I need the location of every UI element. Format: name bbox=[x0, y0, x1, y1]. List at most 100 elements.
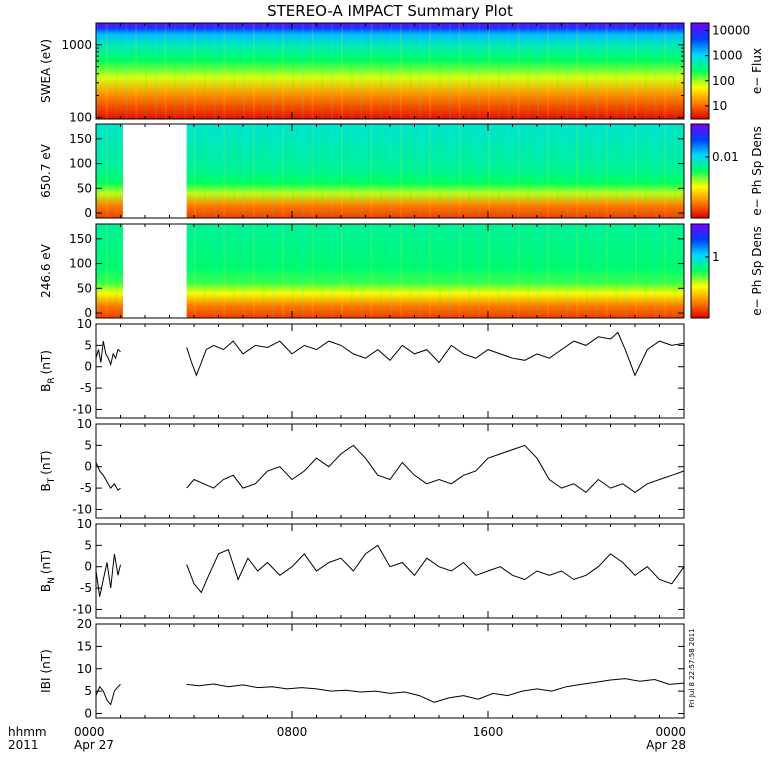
heatmap-stripe bbox=[115, 124, 118, 218]
heatmap-stripe bbox=[488, 124, 490, 218]
heatmap-stripe bbox=[213, 23, 216, 119]
trace-segment-2 bbox=[186, 444, 685, 494]
heatmap-stripe bbox=[654, 23, 657, 119]
heatmap-stripe bbox=[96, 224, 98, 318]
heatmap-stripe bbox=[194, 224, 196, 318]
heatmap-stripe bbox=[272, 224, 275, 318]
heatmap-stripe bbox=[282, 23, 285, 119]
heatmap-stripe bbox=[556, 224, 559, 318]
heatmap-stripe bbox=[537, 224, 539, 318]
heatmap-stripe bbox=[458, 124, 461, 218]
heatmap-stripe bbox=[419, 124, 422, 218]
heatmap-stripe bbox=[194, 23, 196, 119]
heatmap-stripe bbox=[213, 224, 216, 318]
x-tick-label: 0800 bbox=[277, 725, 308, 739]
heatmap-stripe bbox=[595, 23, 598, 119]
y-tick-label: 0 bbox=[84, 360, 92, 374]
y-tick-label: 0 bbox=[84, 560, 92, 574]
heatmap-stripe bbox=[194, 124, 196, 218]
heatmap-stripe bbox=[507, 224, 510, 318]
trace-segment-1 bbox=[95, 684, 121, 706]
x-tick-label: 1600 bbox=[473, 725, 504, 739]
y-tick-label: 20 bbox=[77, 617, 92, 631]
y-axis-label-main: IBI bbox=[39, 678, 53, 693]
heatmap-stripe bbox=[252, 224, 255, 318]
heatmap-stripe bbox=[448, 224, 451, 318]
heatmap-stripe bbox=[448, 23, 451, 119]
colorbar-tick-label: 0.01 bbox=[712, 150, 739, 164]
y-tick-label: 100 bbox=[69, 157, 92, 171]
y-tick-label: 5 bbox=[84, 338, 92, 352]
heatmap-stripe bbox=[507, 23, 510, 119]
heatmap-stripe bbox=[674, 124, 677, 218]
y-tick-label: 0 bbox=[84, 306, 92, 320]
heatmap-stripe bbox=[125, 23, 128, 119]
heatmap-stripe bbox=[488, 224, 490, 318]
heatmap-stripe bbox=[546, 224, 549, 318]
heatmap-stripe bbox=[262, 124, 265, 218]
heatmap-stripe bbox=[292, 23, 294, 119]
y-tick-label: 0 bbox=[84, 707, 92, 721]
heatmap-stripe bbox=[282, 124, 285, 218]
heatmap-stripe bbox=[439, 224, 441, 318]
heatmap-stripe bbox=[252, 23, 255, 119]
heatmap-stripe bbox=[595, 224, 598, 318]
heatmap-stripe bbox=[105, 23, 108, 119]
y-tick-label: 15 bbox=[77, 639, 92, 653]
heatmap-stripe bbox=[605, 124, 608, 218]
heatmap-stripe bbox=[468, 124, 471, 218]
heatmap-stripe bbox=[664, 224, 667, 318]
heatmap-stripe bbox=[654, 224, 657, 318]
colorbar-strip bbox=[690, 123, 710, 219]
trace-group bbox=[95, 331, 685, 377]
heatmap-stripe bbox=[311, 124, 314, 218]
heatmap-stripe bbox=[390, 124, 392, 218]
heatmap-stripe bbox=[243, 23, 245, 119]
data-gap bbox=[122, 124, 187, 218]
y-axis-label: 246.6 eV bbox=[39, 243, 53, 298]
heatmap-stripe bbox=[635, 224, 637, 318]
heatmap-fill bbox=[96, 23, 684, 119]
heatmap-stripe bbox=[272, 23, 275, 119]
heatmap-stripe bbox=[576, 224, 579, 318]
y-tick-label: 10 bbox=[77, 417, 92, 431]
heatmap-stripe bbox=[419, 23, 422, 119]
heatmap-stripe bbox=[439, 124, 441, 218]
heatmap-stripe bbox=[527, 23, 530, 119]
y-tick-label: 10 bbox=[77, 317, 92, 331]
heatmap-stripe bbox=[341, 124, 343, 218]
colorbar-strip bbox=[690, 223, 710, 319]
heatmap-stripe bbox=[282, 224, 285, 318]
y-tick-label: 5 bbox=[84, 684, 92, 698]
panel-5: -10 -5 0 5 10 BT (nT) bbox=[39, 417, 685, 519]
heatmap-stripe bbox=[625, 224, 628, 318]
y-axis-label-subscript: R bbox=[47, 377, 57, 383]
heatmap-stripe bbox=[203, 124, 206, 218]
heatmap-stripe bbox=[409, 23, 412, 119]
y-axis-label: 650.7 eV bbox=[39, 143, 53, 198]
heatmap-stripe bbox=[488, 23, 490, 119]
heatmap-stripe bbox=[527, 224, 530, 318]
data-gap bbox=[122, 224, 187, 318]
panel-2: 0 50 100 150 650.7 eV bbox=[39, 123, 685, 220]
heatmap-stripe bbox=[262, 224, 265, 318]
heatmap-stripe bbox=[419, 224, 422, 318]
heatmap-stripe bbox=[370, 23, 373, 119]
heatmap-stripe bbox=[605, 224, 608, 318]
heatmap-stripe bbox=[399, 124, 402, 218]
heatmap-stripe bbox=[262, 23, 265, 119]
colorbar-2: 0.01 e− Ph Sp Dens bbox=[690, 123, 764, 219]
colorbar-tick-label: 10000 bbox=[712, 24, 750, 38]
heatmap-stripe bbox=[458, 23, 461, 119]
trace-group bbox=[95, 544, 685, 597]
generation-stamp: Fri Jul 8 22:57:58 2011 bbox=[688, 628, 696, 707]
time-axis-format-label: hhmm bbox=[8, 725, 47, 739]
x-tick-date-label: Apr 27 bbox=[74, 738, 114, 752]
heatmap-stripe bbox=[654, 124, 657, 218]
heatmap-stripe bbox=[341, 23, 343, 119]
heatmap-stripe bbox=[301, 124, 304, 218]
heatmap-stripe bbox=[497, 124, 500, 218]
heatmap-stripe bbox=[625, 23, 628, 119]
